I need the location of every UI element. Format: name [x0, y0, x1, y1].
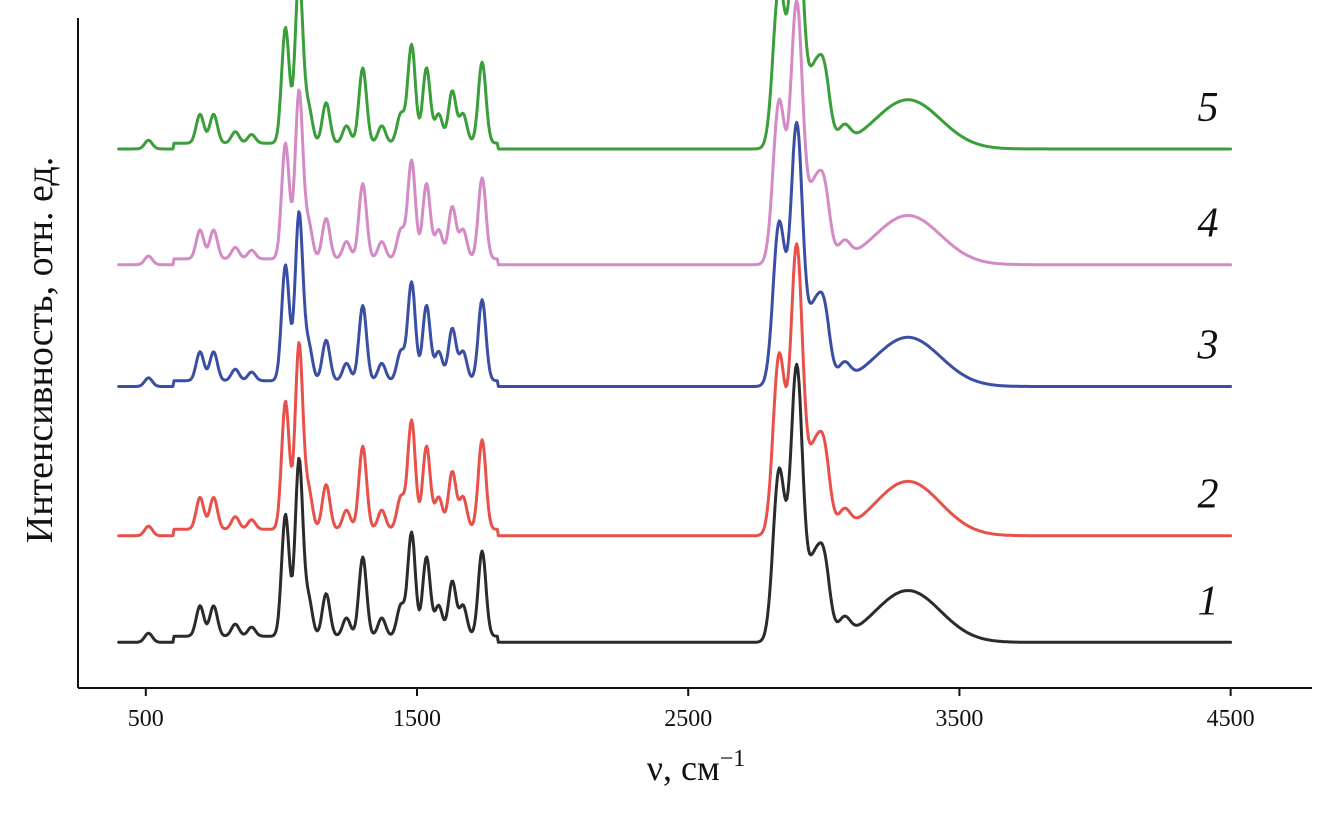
x-tick-label: 1500	[393, 706, 441, 732]
series-line-4	[117, 0, 1233, 267]
x-tick-label: 3500	[935, 706, 983, 732]
series-line-5	[117, 0, 1233, 151]
series-label-1: 1	[1198, 578, 1219, 624]
series-label-3: 3	[1197, 323, 1219, 369]
series-group	[117, 0, 1233, 644]
series-label-2: 2	[1198, 472, 1219, 518]
x-tick-label: 500	[128, 706, 164, 732]
x-tick-label: 4500	[1207, 706, 1255, 732]
y-axis-title: Интенсивность, отн. ед.	[19, 157, 61, 543]
series-line-2	[117, 242, 1233, 538]
series-labels: 1 2 3 4 5	[1197, 85, 1219, 624]
series-label-4: 4	[1198, 201, 1219, 247]
series-line-1	[117, 362, 1233, 644]
x-axis-title-main: ν, см	[647, 748, 720, 788]
series-label-5: 5	[1198, 85, 1219, 131]
x-axis-title-superscript: −1	[720, 746, 746, 772]
x-ticks: 500 1500 2500 3500 4500	[128, 688, 1255, 732]
x-tick-label: 2500	[664, 706, 712, 732]
series-line-3	[117, 120, 1233, 388]
x-axis-title: ν, см−1	[647, 746, 746, 788]
